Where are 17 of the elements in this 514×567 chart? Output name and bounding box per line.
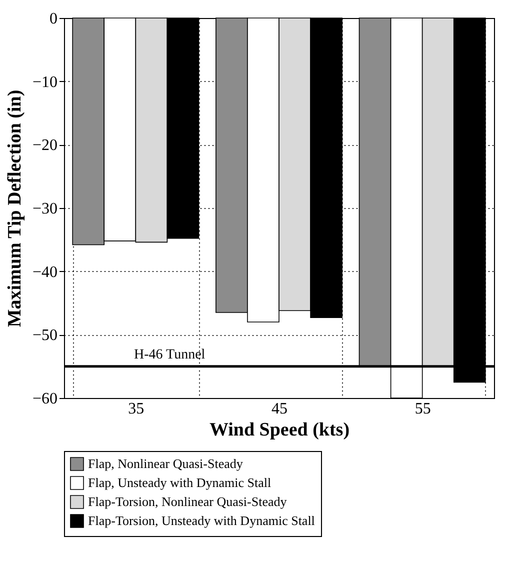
legend-label: Flap-Torsion, Nonlinear Quasi-Steady bbox=[88, 494, 288, 509]
y-tick-label: −60 bbox=[32, 390, 58, 408]
x-tick-label: 35 bbox=[128, 400, 144, 418]
y-tick-label: −30 bbox=[32, 200, 58, 218]
legend-label: Flap-Torsion, Unsteady with Dynamic Stall bbox=[88, 513, 316, 528]
y-tick-label: −40 bbox=[32, 264, 58, 281]
ref-line-label: H-46 Tunnel bbox=[134, 347, 206, 362]
x-tick-label: 55 bbox=[414, 400, 431, 418]
legend-label: Flap, Unsteady with Dynamic Stall bbox=[88, 475, 272, 490]
y-tick-label: 0 bbox=[50, 10, 58, 28]
y-tick-label: −10 bbox=[32, 74, 58, 91]
x-tick-label: 45 bbox=[272, 400, 288, 418]
x-axis-title: Wind Speed (kts) bbox=[209, 420, 350, 440]
y-tick-label: −20 bbox=[32, 137, 58, 154]
y-tick-label: −50 bbox=[32, 327, 58, 344]
y-axis-title: Maximum Tip Deflection (in) bbox=[4, 90, 26, 328]
legend-label: Flap, Nonlinear Quasi-Steady bbox=[88, 456, 244, 471]
